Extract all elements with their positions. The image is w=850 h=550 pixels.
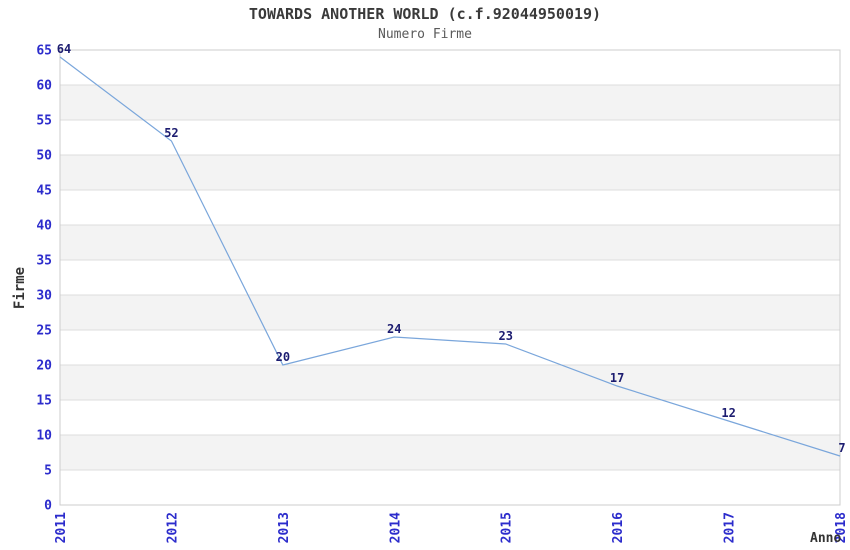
plot-border [59, 49, 841, 506]
plot-band [60, 365, 840, 400]
y-tick-label: 0 [44, 499, 52, 514]
y-tick-label: 30 [36, 289, 52, 304]
x-tick-label: 2014 [388, 512, 403, 543]
y-tick-label: 45 [36, 184, 52, 199]
series-line [59, 56, 841, 457]
y-tick-label: 40 [36, 219, 52, 234]
x-axis-title: Anno [810, 531, 842, 546]
chart-subtitle: Numero Firme [378, 27, 472, 42]
y-tick-label: 60 [36, 79, 52, 94]
data-point-label: 52 [164, 126, 178, 140]
plot-band [60, 295, 840, 330]
y-tick-label: 20 [36, 359, 52, 374]
y-tick-label: 50 [36, 149, 52, 164]
x-tick-label: 2016 [611, 512, 626, 543]
data-point-label: 17 [610, 371, 624, 385]
y-tick-label: 15 [36, 394, 52, 409]
y-tick-label: 25 [36, 324, 52, 339]
x-tick-label: 2011 [54, 512, 69, 543]
data-point-label: 24 [387, 322, 401, 336]
data-point-label: 7 [838, 441, 845, 455]
chart-title: TOWARDS ANOTHER WORLD (c.f.92044950019) [248, 5, 602, 23]
y-tick-label: 55 [36, 114, 52, 129]
plot-band [60, 435, 840, 470]
data-point-label: 12 [721, 406, 735, 420]
x-tick-label: 2013 [277, 512, 292, 543]
data-point-label: 64 [57, 42, 71, 56]
x-tick-label: 2015 [500, 512, 515, 543]
data-point-label: 20 [276, 350, 290, 364]
x-tick-label: 2018 [834, 512, 849, 543]
plot-band [60, 155, 840, 190]
y-tick-label: 10 [36, 429, 52, 444]
y-tick-label: 5 [44, 464, 52, 479]
x-tick-label: 2017 [723, 512, 738, 543]
y-axis-title: Firme [12, 266, 28, 310]
plot-band [60, 85, 840, 120]
data-point-label: 23 [498, 329, 512, 343]
y-tick-label: 35 [36, 254, 52, 269]
plot-band [60, 225, 840, 260]
y-tick-label: 65 [36, 44, 52, 59]
x-tick-label: 2012 [165, 512, 180, 543]
